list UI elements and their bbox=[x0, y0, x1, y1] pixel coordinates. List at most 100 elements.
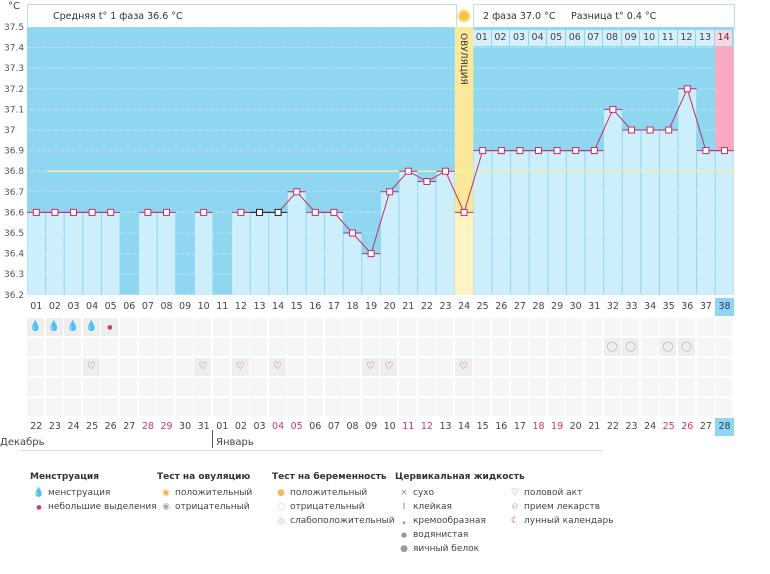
day-cell[interactable] bbox=[268, 398, 286, 416]
day-cell[interactable] bbox=[659, 358, 677, 376]
day-cell[interactable] bbox=[64, 338, 82, 356]
day-cell[interactable] bbox=[566, 378, 584, 396]
day-cell[interactable] bbox=[306, 378, 323, 396]
day-cell[interactable] bbox=[213, 338, 230, 356]
day-cell[interactable]: 💧 bbox=[27, 318, 44, 336]
day-cell[interactable] bbox=[640, 398, 658, 416]
day-cell[interactable] bbox=[324, 378, 342, 396]
day-cell[interactable] bbox=[473, 358, 491, 376]
day-cell[interactable] bbox=[120, 358, 137, 376]
day-cell[interactable] bbox=[436, 398, 454, 416]
day-cell[interactable] bbox=[510, 338, 528, 356]
day-cell[interactable] bbox=[306, 318, 323, 336]
day-cell[interactable] bbox=[715, 338, 733, 356]
day-cell[interactable] bbox=[547, 358, 565, 376]
day-cell[interactable] bbox=[640, 358, 658, 376]
day-cell[interactable] bbox=[250, 358, 268, 376]
day-cell[interactable] bbox=[101, 358, 119, 376]
day-cell[interactable] bbox=[361, 338, 379, 356]
day-cell[interactable] bbox=[603, 378, 621, 396]
day-cell[interactable] bbox=[436, 358, 454, 376]
day-cell[interactable] bbox=[343, 338, 361, 356]
day-cell[interactable] bbox=[566, 318, 584, 336]
day-cell[interactable] bbox=[64, 358, 82, 376]
day-cell[interactable] bbox=[473, 318, 491, 336]
day-cell[interactable] bbox=[268, 378, 286, 396]
day-cell[interactable] bbox=[566, 398, 584, 416]
day-cell[interactable] bbox=[603, 358, 621, 376]
day-cell[interactable] bbox=[45, 358, 63, 376]
day-cell[interactable] bbox=[361, 378, 379, 396]
day-cell[interactable] bbox=[380, 338, 398, 356]
day-cell[interactable] bbox=[436, 338, 454, 356]
day-cell[interactable] bbox=[138, 358, 156, 376]
day-cell[interactable] bbox=[27, 358, 44, 376]
day-cell[interactable] bbox=[194, 318, 212, 336]
day-cell[interactable] bbox=[547, 338, 565, 356]
day-cell[interactable] bbox=[436, 378, 454, 396]
day-cell[interactable] bbox=[454, 338, 472, 356]
day-cell[interactable] bbox=[678, 358, 695, 376]
day-cell[interactable] bbox=[175, 398, 193, 416]
day-cell[interactable] bbox=[678, 318, 695, 336]
day-cell[interactable] bbox=[473, 378, 491, 396]
day-cell[interactable] bbox=[213, 378, 230, 396]
day-cell[interactable] bbox=[529, 378, 547, 396]
day-cell[interactable] bbox=[529, 318, 547, 336]
day-cell[interactable] bbox=[696, 338, 714, 356]
day-cell[interactable] bbox=[175, 338, 193, 356]
day-cell[interactable] bbox=[250, 398, 268, 416]
day-cell[interactable] bbox=[399, 338, 416, 356]
day-cell[interactable] bbox=[194, 398, 212, 416]
day-cell[interactable] bbox=[640, 378, 658, 396]
day-cell[interactable] bbox=[417, 398, 435, 416]
day-cell[interactable] bbox=[603, 398, 621, 416]
day-cell[interactable] bbox=[45, 398, 63, 416]
day-cell[interactable]: ○ bbox=[603, 338, 621, 356]
day-cell[interactable] bbox=[45, 338, 63, 356]
day-cell[interactable] bbox=[64, 378, 82, 396]
day-cell[interactable]: 💧 bbox=[82, 318, 100, 336]
day-cell[interactable] bbox=[417, 358, 435, 376]
day-cell[interactable] bbox=[492, 318, 509, 336]
day-cell[interactable] bbox=[27, 338, 44, 356]
day-cell[interactable] bbox=[566, 358, 584, 376]
day-cell[interactable] bbox=[343, 358, 361, 376]
day-cell[interactable] bbox=[101, 378, 119, 396]
day-cell[interactable] bbox=[157, 338, 175, 356]
day-cell[interactable] bbox=[696, 378, 714, 396]
day-cell[interactable] bbox=[213, 318, 230, 336]
day-cell[interactable] bbox=[547, 318, 565, 336]
day-cell[interactable] bbox=[659, 378, 677, 396]
day-cell[interactable] bbox=[175, 318, 193, 336]
day-cell[interactable] bbox=[343, 318, 361, 336]
day-cell[interactable] bbox=[380, 318, 398, 336]
day-cell[interactable] bbox=[213, 398, 230, 416]
day-cell[interactable] bbox=[324, 338, 342, 356]
day-cell[interactable] bbox=[82, 398, 100, 416]
day-cell[interactable] bbox=[510, 378, 528, 396]
day-cell[interactable] bbox=[157, 318, 175, 336]
day-cell[interactable] bbox=[324, 398, 342, 416]
day-cell[interactable] bbox=[175, 358, 193, 376]
day-cell[interactable] bbox=[287, 398, 305, 416]
day-cell[interactable] bbox=[715, 398, 733, 416]
day-cell[interactable]: ♡ bbox=[454, 358, 472, 376]
day-cell[interactable] bbox=[622, 318, 640, 336]
day-cell[interactable] bbox=[399, 358, 416, 376]
day-cell[interactable] bbox=[306, 358, 323, 376]
day-cell[interactable] bbox=[287, 378, 305, 396]
day-cell[interactable] bbox=[510, 318, 528, 336]
day-cell[interactable] bbox=[696, 318, 714, 336]
day-cell[interactable]: 💧 bbox=[45, 318, 63, 336]
day-cell[interactable] bbox=[417, 318, 435, 336]
day-cell[interactable]: ♡ bbox=[268, 358, 286, 376]
day-cell[interactable] bbox=[399, 378, 416, 396]
day-cell[interactable] bbox=[138, 338, 156, 356]
day-cell[interactable] bbox=[287, 358, 305, 376]
day-cell[interactable] bbox=[27, 378, 44, 396]
day-cell[interactable] bbox=[585, 338, 602, 356]
day-cell[interactable] bbox=[250, 338, 268, 356]
day-cell[interactable] bbox=[715, 358, 733, 376]
day-cell[interactable] bbox=[547, 398, 565, 416]
